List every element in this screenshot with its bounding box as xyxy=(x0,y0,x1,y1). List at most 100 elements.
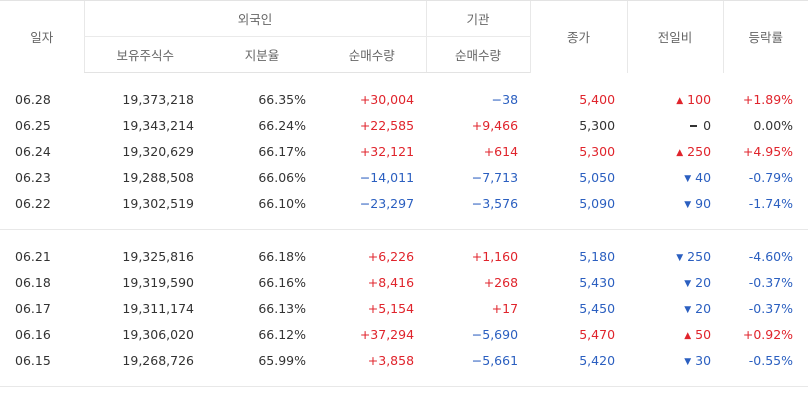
rate-cell: +4.95% xyxy=(742,143,794,159)
change-cell: ▼ 250 xyxy=(627,243,723,269)
date-cell: 06.28 xyxy=(15,91,51,107)
change-value: 250 xyxy=(687,143,712,159)
change-cell: ▼ 20 xyxy=(627,269,723,295)
date-cell: 06.23 xyxy=(15,169,51,185)
date-cell: 06.18 xyxy=(15,274,51,290)
foreign-net-cell: +6,226 xyxy=(367,248,415,264)
header-date: 일자 xyxy=(0,0,84,73)
change-cell: ▲ 50 xyxy=(627,321,723,347)
date-cell: 06.22 xyxy=(15,195,51,211)
table-row: 06.22 19,302,519 66.10% −23,297 −3,576 5,090 ▼… xyxy=(0,190,808,216)
inst-net-cell: −3,576 xyxy=(471,195,519,211)
share-cell: 66.18% xyxy=(258,248,306,264)
date-cell: 06.25 xyxy=(15,117,51,133)
table-row: 06.24 19,320,629 66.17% +32,121 +614 5,300 ▲ 25… xyxy=(0,138,808,164)
change-value: 0 xyxy=(703,117,712,133)
rate-cell: -0.79% xyxy=(748,169,794,185)
table-row: 06.18 19,319,590 66.16% +8,416 +268 5,430 ▼ 20 -… xyxy=(0,269,808,295)
foreign-net-cell: +8,416 xyxy=(367,274,415,290)
investor-trading-table: 일자 외국인 기관 종가 전일비 등락률 보유주식수 지분율 순매수량 순매수량… xyxy=(0,0,808,387)
share-cell: 66.17% xyxy=(258,143,306,159)
triangle-down-icon: ▼ xyxy=(684,278,692,289)
share-cell: 66.06% xyxy=(258,169,306,185)
rate-cell: +0.92% xyxy=(742,326,794,342)
foreign-net-cell: +22,585 xyxy=(359,117,415,133)
foreign-net-cell: +37,294 xyxy=(359,326,415,342)
date-cell: 06.24 xyxy=(15,143,51,159)
inst-net-cell: −7,713 xyxy=(471,169,519,185)
rate-cell: -1.74% xyxy=(748,195,794,211)
rate-cell: -4.60% xyxy=(748,248,794,264)
inst-net-cell: −5,661 xyxy=(471,352,519,368)
triangle-down-icon: ▼ xyxy=(684,304,692,315)
table-row: 06.21 19,325,816 66.18% +6,226 +1,160 5,180 ▼ 2… xyxy=(0,243,808,269)
header-share: 지분율 xyxy=(206,36,318,73)
change-cell: ▲ 250 xyxy=(627,138,723,164)
change-cell: ▼ 90 xyxy=(627,190,723,216)
share-cell: 66.12% xyxy=(258,326,306,342)
holdings-cell: 19,311,174 xyxy=(122,300,194,316)
triangle-down-icon: ▼ xyxy=(684,356,692,367)
header-foreign: 외국인 xyxy=(83,0,427,37)
header-foreign-net: 순매수량 xyxy=(318,36,427,73)
date-cell: 06.17 xyxy=(15,300,51,316)
share-cell: 66.13% xyxy=(258,300,306,316)
dash-icon xyxy=(690,124,698,127)
inst-net-cell: +17 xyxy=(491,300,519,316)
header-holdings: 보유주식수 xyxy=(83,36,206,73)
inst-net-cell: −5,690 xyxy=(471,326,519,342)
close-cell: 5,420 xyxy=(579,352,616,368)
inst-net-cell: +1,160 xyxy=(471,248,519,264)
header-institution: 기관 xyxy=(425,0,531,37)
rate-cell: -0.55% xyxy=(748,352,794,368)
table-body: 06.28 19,373,218 66.35% +30,004 −38 5,400 ▲ 100… xyxy=(0,73,808,387)
share-cell: 66.35% xyxy=(258,91,306,107)
share-cell: 65.99% xyxy=(258,352,306,368)
foreign-net-cell: −14,011 xyxy=(359,169,415,185)
table-row: 06.23 19,288,508 66.06% −14,011 −7,713 5,050 ▼… xyxy=(0,164,808,190)
foreign-net-cell: +32,121 xyxy=(359,143,415,159)
change-value: 90 xyxy=(695,195,712,211)
rate-cell: +1.89% xyxy=(742,91,794,107)
foreign-net-cell: +5,154 xyxy=(367,300,415,316)
header-inst-net: 순매수량 xyxy=(425,36,531,73)
header-change: 전일비 xyxy=(626,0,724,73)
rate-cell: -0.37% xyxy=(748,274,794,290)
holdings-cell: 19,268,726 xyxy=(122,352,194,368)
close-cell: 5,090 xyxy=(579,195,616,211)
inst-net-cell: −38 xyxy=(491,91,519,107)
share-cell: 66.10% xyxy=(258,195,306,211)
foreign-net-cell: +30,004 xyxy=(359,91,415,107)
share-cell: 66.16% xyxy=(258,274,306,290)
row-divider xyxy=(0,373,808,387)
change-value: 40 xyxy=(695,169,712,185)
triangle-down-icon: ▼ xyxy=(676,252,684,263)
change-value: 20 xyxy=(695,300,712,316)
close-cell: 5,430 xyxy=(579,274,616,290)
table-row: 06.28 19,373,218 66.35% +30,004 −38 5,400 ▲ 100… xyxy=(0,86,808,112)
close-cell: 5,300 xyxy=(579,117,616,133)
rate-cell: -0.37% xyxy=(748,300,794,316)
date-cell: 06.21 xyxy=(15,248,51,264)
row-divider xyxy=(0,216,808,230)
table-row: 06.17 19,311,174 66.13% +5,154 +17 5,450 ▼ 20 -0… xyxy=(0,295,808,321)
foreign-net-cell: +3,858 xyxy=(367,352,415,368)
foreign-net-cell: −23,297 xyxy=(359,195,415,211)
close-cell: 5,300 xyxy=(579,143,616,159)
holdings-cell: 19,373,218 xyxy=(122,91,194,107)
holdings-cell: 19,320,629 xyxy=(122,143,194,159)
close-cell: 5,180 xyxy=(579,248,616,264)
change-value: 250 xyxy=(687,248,712,264)
close-cell: 5,400 xyxy=(579,91,616,107)
triangle-down-icon: ▼ xyxy=(684,173,692,184)
close-cell: 5,470 xyxy=(579,326,616,342)
holdings-cell: 19,343,214 xyxy=(122,117,194,133)
holdings-cell: 19,306,020 xyxy=(122,326,194,342)
change-value: 50 xyxy=(695,326,712,342)
inst-net-cell: +268 xyxy=(483,274,519,290)
holdings-cell: 19,302,519 xyxy=(122,195,194,211)
close-cell: 5,450 xyxy=(579,300,616,316)
header-rate: 등락률 xyxy=(722,0,808,73)
triangle-up-icon: ▲ xyxy=(676,95,684,106)
close-cell: 5,050 xyxy=(579,169,616,185)
